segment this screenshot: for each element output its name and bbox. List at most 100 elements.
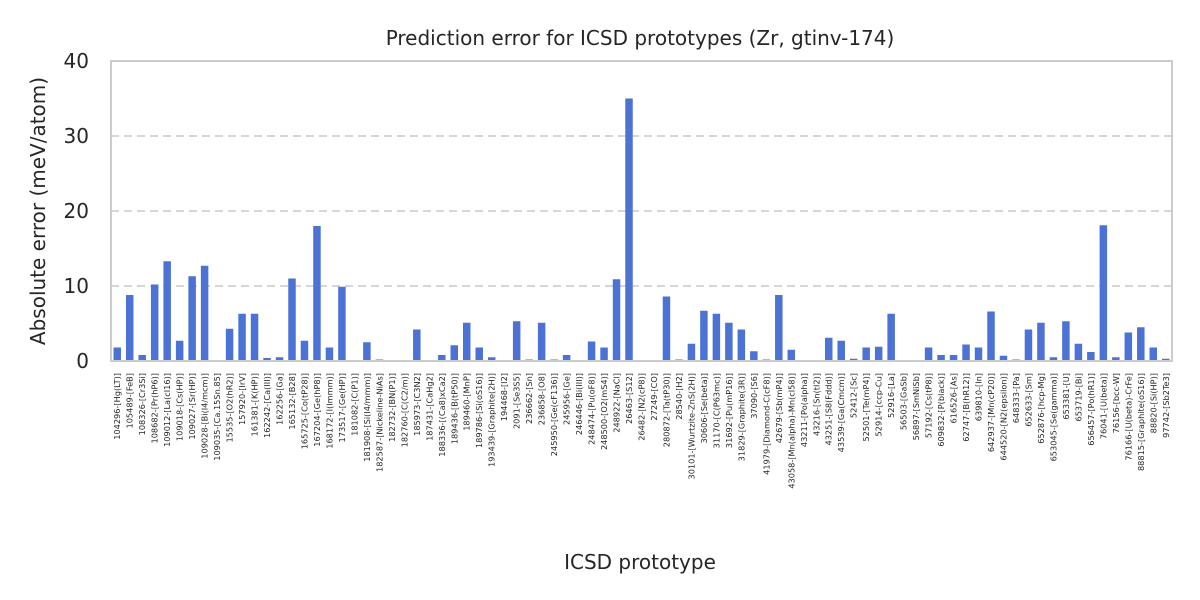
- x-tick-label: 189460-[MnP]: [462, 373, 472, 431]
- x-tick-label: 642937-[Mn(cP20)]: [986, 373, 996, 452]
- bar: [725, 322, 733, 361]
- x-tick-label: 30101-[Wurtzite-ZnS(2H)]: [686, 373, 696, 479]
- x-tick-label: 57192-[Cs(tP8)]: [924, 373, 934, 438]
- x-tick-label: 165725-[Co(tP28)]: [299, 373, 309, 449]
- bar: [737, 329, 746, 361]
- bar: [775, 295, 783, 361]
- bar: [750, 351, 758, 361]
- plot-frame: [110, 60, 1173, 362]
- x-tick-label: 653719-[Bi]: [1073, 373, 1083, 422]
- bar: [1124, 332, 1133, 361]
- x-tick-label: 109027-[Sr(HP)]: [187, 373, 197, 440]
- x-tick-label: 43539-[Ga(Cmcm)]: [836, 373, 846, 452]
- x-tick-label: 52914-[ccp-Cu]: [874, 373, 884, 436]
- x-tick-label: 43058-[Mn(alpha)-Mn(cI58)]: [786, 373, 796, 489]
- grid-lines: [111, 135, 1172, 287]
- x-tick-label: 15535-[O2(hR2)]: [225, 373, 235, 443]
- x-tick-label: 109028-[Bi(I4/mcm)]: [200, 373, 210, 459]
- y-tick-label: 20: [64, 199, 89, 223]
- x-tick-label: 162242-[Ca(III)]: [262, 373, 272, 438]
- bar: [1162, 358, 1170, 361]
- x-tick-label: 62747-[B(hR12)]: [961, 373, 971, 442]
- bar: [250, 313, 259, 361]
- x-tick-label: 181908-[Si(I4/mmm)]: [362, 373, 372, 462]
- bar: [175, 340, 184, 361]
- x-tick-label: 26482-[N2(cP8)]: [637, 373, 647, 441]
- x-tick-label: 28540-[H2]: [674, 373, 684, 420]
- x-tick-label: 27249-[CO]: [649, 373, 659, 421]
- y-tick-label: 30: [64, 124, 89, 148]
- x-tick-label: 162256-[Ga]: [275, 373, 285, 425]
- x-tick-label: 88820-[Si(HP)]: [1148, 373, 1158, 433]
- x-tick-label: 108326-[Cr3Si]: [137, 373, 147, 435]
- x-tick-label: 181082-[C(P1)]: [349, 373, 359, 436]
- bar: [463, 322, 471, 361]
- x-tick-label: 157920-[IrV]: [237, 373, 247, 425]
- chart-title: Prediction error for ICSD prototypes (Zr…: [386, 26, 895, 50]
- x-tick-label: 76156-[bcc-W]: [1111, 373, 1121, 433]
- bar: [225, 328, 234, 361]
- bar: [475, 347, 483, 361]
- bar: [288, 278, 296, 361]
- x-tick-label: 105489-[FeB]: [125, 373, 135, 429]
- x-tick-label: 109035-[Ca.15Sn.85]: [212, 373, 222, 461]
- bar: [937, 355, 945, 361]
- x-tick-label: 182587-[Nickeline-NiAs]: [374, 373, 384, 472]
- bar: [125, 295, 134, 361]
- x-tick-label: 31829-[Graphite(3R)]: [736, 373, 746, 461]
- x-tick-label: 652876-[hcp-Mg]: [1036, 373, 1046, 444]
- bar: [787, 349, 796, 361]
- x-tick-label: 194468-[I2]: [499, 373, 509, 421]
- x-tick-label: 246446-[Bi(III)]: [574, 373, 584, 435]
- x-tick-label: 31170-[C(P63mc)]: [711, 373, 721, 448]
- x-tick-label: 97742-[Sb2Te3]: [1161, 373, 1171, 438]
- x-tick-label: 52501-[Te(mP4)]: [861, 373, 871, 442]
- x-tick-label: 43211-[Po(alpha)]: [799, 373, 809, 447]
- bar: [687, 343, 696, 361]
- x-tick-label: 653381-[U]: [1061, 373, 1071, 420]
- bar: [1112, 357, 1120, 361]
- x-tick-label: 189786-[Si(oS16)]: [474, 373, 484, 448]
- x-axis-label: ICSD prototype: [564, 550, 716, 574]
- x-tick-label: 182760-[C(C2/m)]: [399, 373, 409, 447]
- x-tick-label: 193439-[Graphite(2H)]: [487, 373, 497, 467]
- x-tick-label: 189436-[B(tP50)]: [449, 373, 459, 444]
- x-tick-label: 41979-[Diamond-C(cF8)]: [761, 373, 771, 475]
- bar: [1037, 322, 1045, 361]
- bar: [987, 311, 995, 361]
- bar: [700, 310, 708, 361]
- x-tick-label: 109018-[Cs(HP)]: [175, 373, 185, 441]
- bar: [662, 296, 671, 361]
- x-tick-label: 245956-[Ge]: [562, 373, 572, 425]
- bar: [1099, 225, 1108, 361]
- bar: [824, 337, 833, 361]
- bar: [862, 347, 870, 361]
- bar: [1137, 327, 1145, 361]
- x-tick-label: 37090-[S6]: [749, 373, 759, 419]
- x-tick-label: 108682-[Pr(hP6)]: [150, 373, 160, 443]
- x-tick-label: 104296-[Hg(LT)]: [112, 373, 122, 440]
- y-tick-label: 10: [64, 274, 89, 298]
- bar: [275, 357, 284, 361]
- x-tick-label: 76166-[U(beta)-CrFe]: [1123, 373, 1133, 461]
- x-tick-label: 52412-[Sc]: [849, 373, 859, 418]
- x-tick-label: 56897-[SmNiSb]: [911, 373, 921, 440]
- bar: [887, 313, 895, 361]
- x-tick-label: 2091-[Se3S5]: [512, 373, 522, 429]
- x-tick-label: 161381-[K(HP)]: [250, 373, 260, 436]
- y-tick-label: 40: [64, 49, 89, 73]
- bar: [974, 347, 983, 361]
- x-tick-label: 236662-[Sn]: [524, 373, 534, 424]
- bar: [949, 355, 958, 361]
- x-tick-label: 280872-[Ta(tP30)]: [661, 373, 671, 447]
- bar: [537, 322, 546, 361]
- x-tick-label: 30606-[Se(beta)]: [699, 373, 709, 443]
- y-tick-label: 0: [76, 349, 89, 373]
- bar: [313, 226, 321, 361]
- x-tick-label: 168172-[I(Immm)]: [324, 373, 334, 449]
- bar: [712, 313, 721, 361]
- x-tick-label: 43216-[Sn(tI2)]: [811, 373, 821, 436]
- bar: [325, 347, 334, 361]
- x-tick-label: 173517-[Ge(HP)]: [337, 373, 347, 442]
- bar: [450, 345, 459, 361]
